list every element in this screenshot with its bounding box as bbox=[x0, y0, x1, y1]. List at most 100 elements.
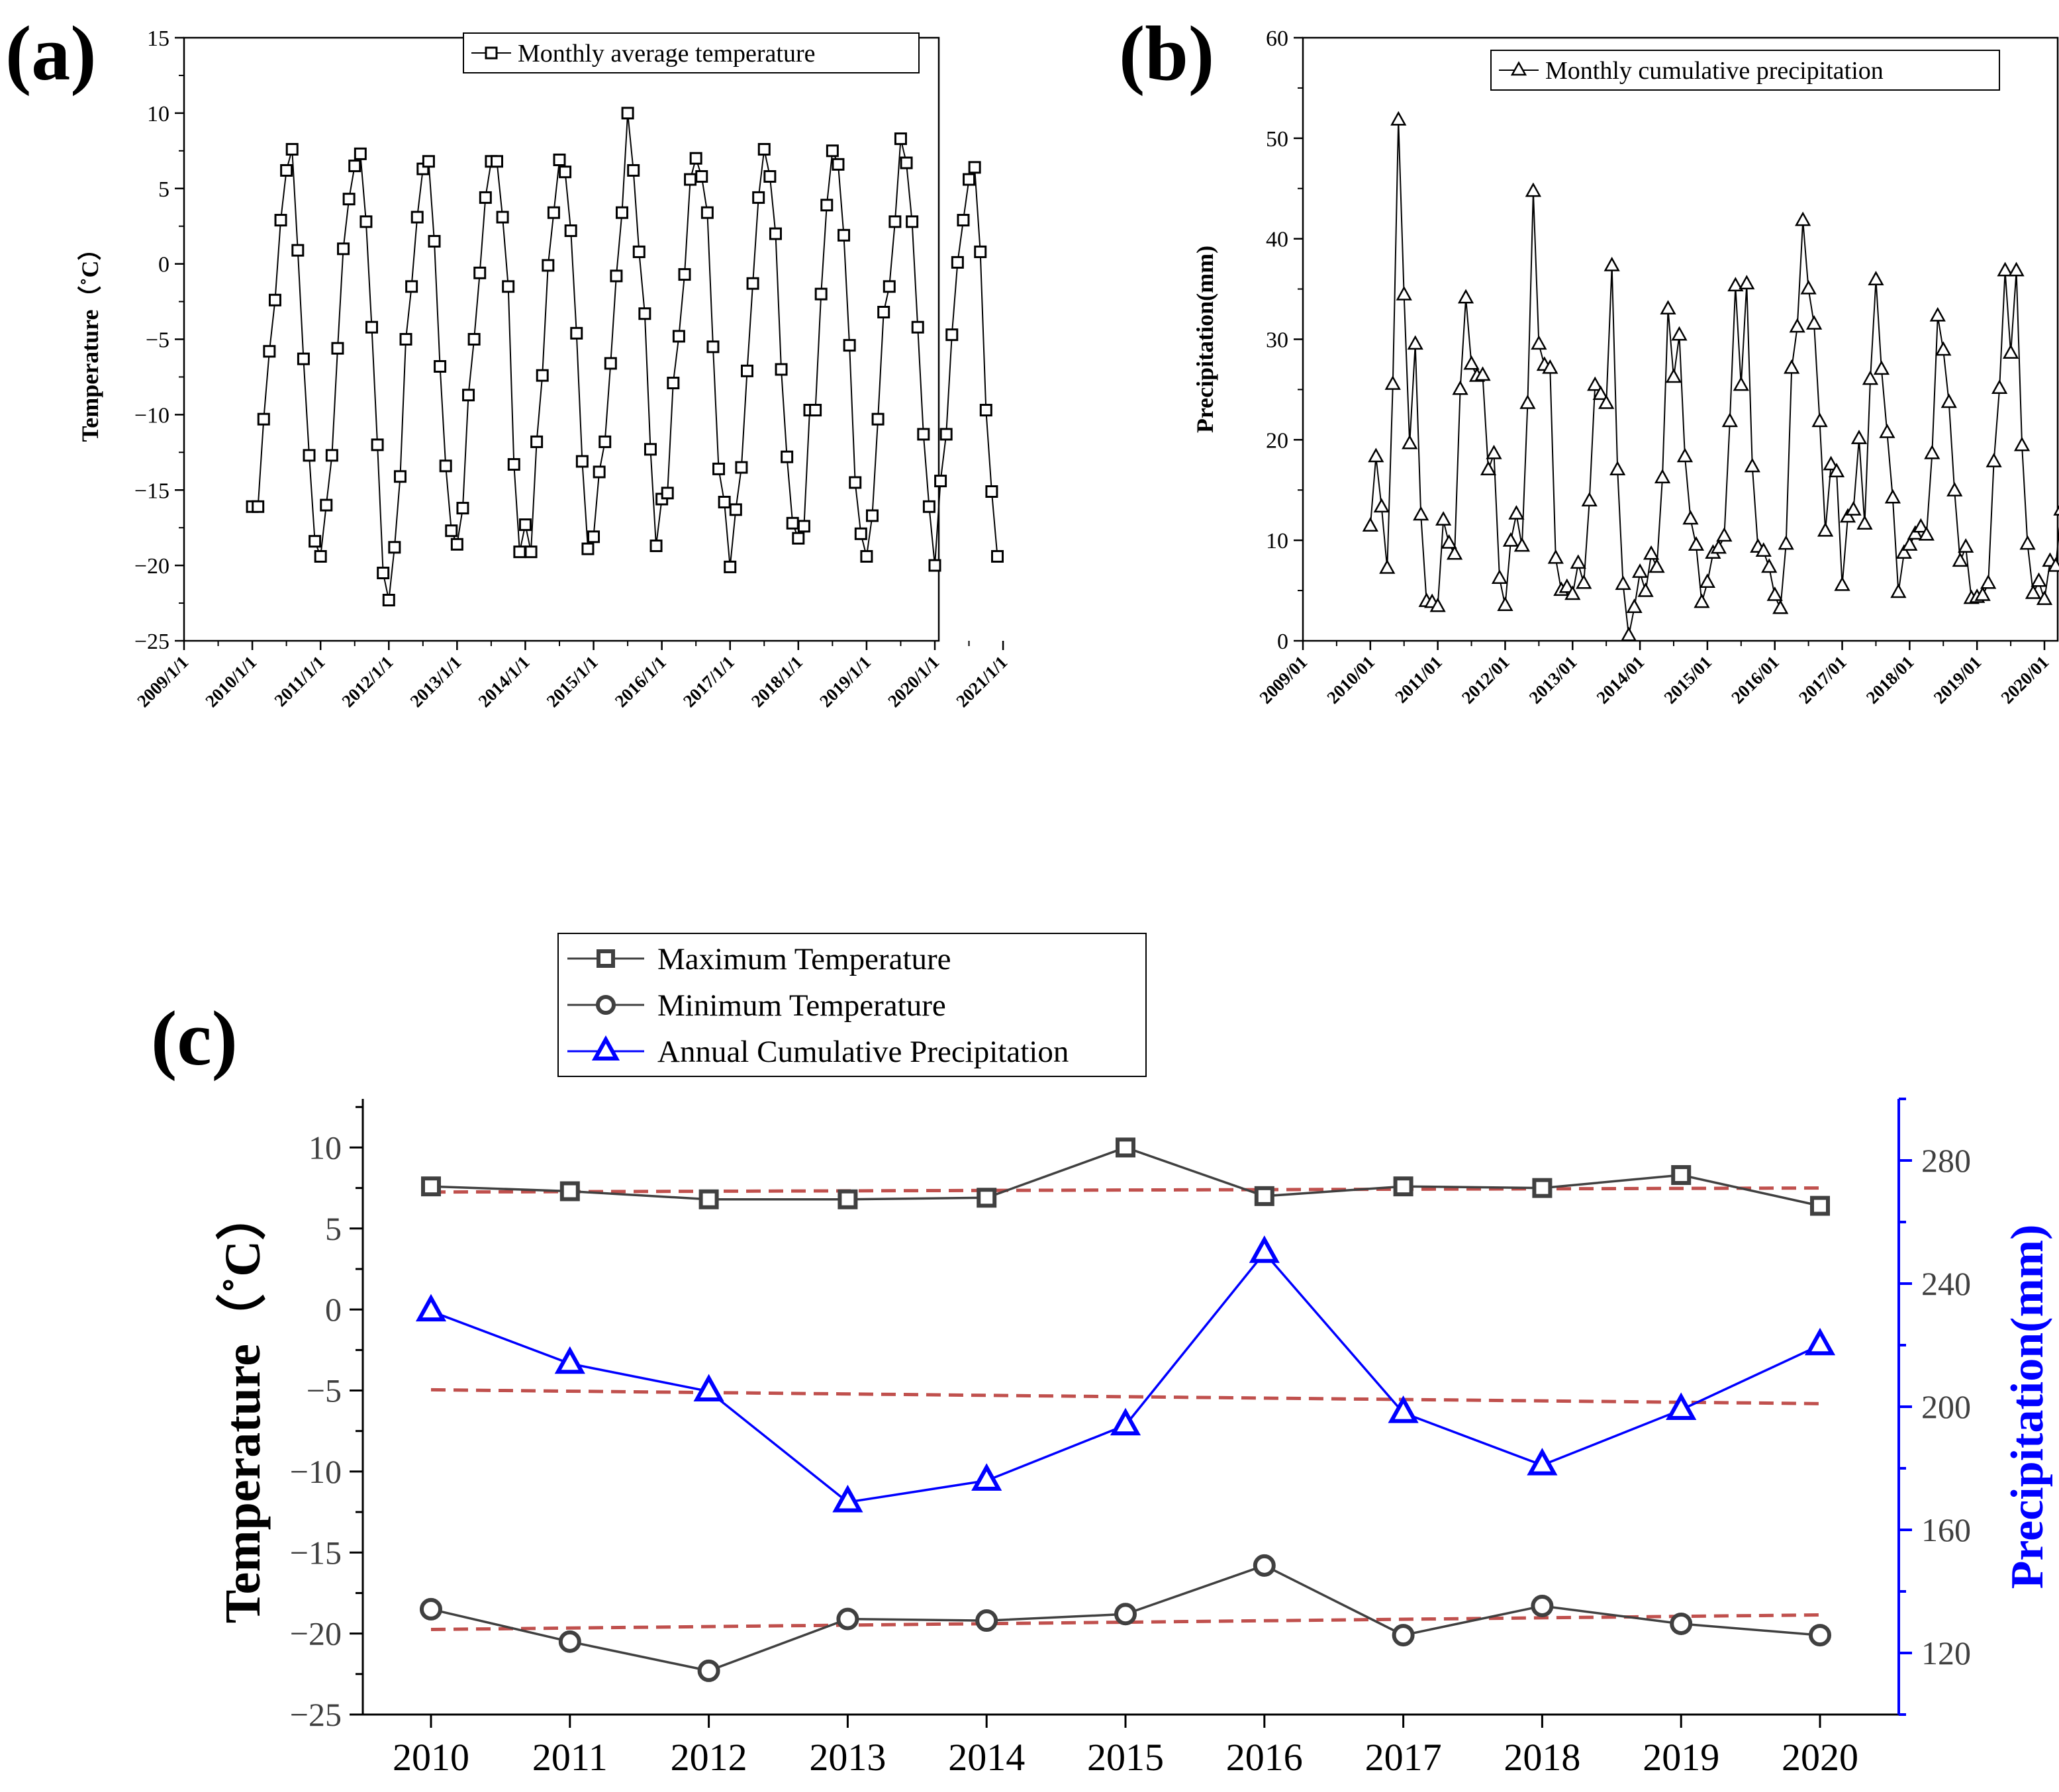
data-point bbox=[1525, 182, 1542, 197]
data-point bbox=[854, 527, 867, 540]
data-point bbox=[672, 330, 685, 343]
x-tick-label: 2014/1/1 bbox=[475, 652, 534, 711]
data-point bbox=[1952, 552, 1968, 567]
data-point bbox=[843, 339, 856, 352]
data-point bbox=[871, 412, 885, 426]
data-point bbox=[1441, 534, 1457, 549]
x-tick-label: 2011/01 bbox=[1391, 652, 1446, 707]
data-point bbox=[1649, 558, 1665, 573]
data-point bbox=[1879, 423, 1895, 438]
data-point bbox=[746, 277, 759, 290]
x-tick-label: 2012/1/1 bbox=[338, 652, 397, 711]
data-point bbox=[570, 326, 583, 340]
data-point bbox=[1587, 376, 1604, 391]
data-point bbox=[518, 518, 532, 532]
data-point bbox=[718, 495, 731, 508]
data-point bbox=[1924, 444, 1940, 459]
min-temp-point bbox=[1392, 1624, 1415, 1647]
data-point bbox=[1463, 355, 1480, 370]
x-tick-label: 2016 bbox=[1226, 1736, 1303, 1779]
data-point bbox=[382, 594, 395, 607]
data-point bbox=[667, 377, 680, 390]
data-point bbox=[1368, 448, 1384, 463]
data-point bbox=[2013, 436, 2031, 451]
precip-point bbox=[1666, 1392, 1697, 1420]
data-point bbox=[1615, 575, 1631, 590]
data-point bbox=[1918, 526, 1935, 541]
data-point bbox=[769, 227, 782, 240]
x-tick-label: 2020/1/1 bbox=[884, 652, 943, 711]
y-tick-label: 15 bbox=[147, 26, 169, 51]
precip-point bbox=[1249, 1235, 1280, 1263]
data-point bbox=[491, 155, 503, 168]
data-point bbox=[838, 228, 851, 242]
y-right-axis-label: Precipitation(mm) bbox=[2002, 1225, 2053, 1589]
data-point bbox=[252, 500, 265, 513]
data-point bbox=[280, 164, 293, 177]
data-point bbox=[587, 530, 600, 543]
data-point bbox=[1817, 522, 1834, 537]
data-point bbox=[1531, 335, 1547, 350]
legend-box bbox=[463, 32, 920, 73]
y-tick-label: 10 bbox=[1266, 529, 1288, 553]
data-point bbox=[1727, 277, 1744, 292]
data-point bbox=[473, 266, 487, 279]
data-point bbox=[593, 465, 606, 479]
y-left-tick-label: −20 bbox=[290, 1615, 342, 1652]
data-point bbox=[968, 161, 981, 174]
y-tick-label: 40 bbox=[1266, 228, 1288, 252]
data-point bbox=[689, 152, 702, 165]
data-point bbox=[809, 404, 822, 417]
min-temp-point bbox=[1531, 1595, 1554, 1618]
min-temp-point bbox=[975, 1609, 998, 1632]
data-point bbox=[1958, 538, 1974, 553]
data-point bbox=[285, 143, 299, 156]
data-point bbox=[1828, 463, 1845, 478]
y-tick-label: −10 bbox=[134, 403, 169, 428]
precip-point bbox=[415, 1294, 447, 1322]
data-point bbox=[1890, 583, 1907, 598]
data-point bbox=[1626, 598, 1643, 613]
data-point bbox=[991, 549, 1004, 563]
max-temp-point bbox=[1532, 1178, 1553, 1198]
data-point bbox=[2036, 590, 2053, 605]
data-point bbox=[1604, 256, 1620, 271]
precip-point bbox=[554, 1346, 585, 1374]
legend-marker-triangle bbox=[591, 1035, 620, 1061]
y-tick-label: −25 bbox=[134, 630, 169, 654]
data-point bbox=[1474, 366, 1491, 381]
data-point bbox=[1480, 461, 1497, 475]
precip-point bbox=[1110, 1407, 1141, 1436]
data-point bbox=[1519, 394, 1536, 409]
precip-point bbox=[1527, 1448, 1558, 1476]
data-point bbox=[467, 333, 481, 346]
data-point bbox=[1671, 326, 1688, 341]
y-axis-label: Precipitation(mm) bbox=[1192, 246, 1218, 433]
data-point bbox=[1694, 593, 1710, 608]
max-temp-point bbox=[559, 1181, 580, 1202]
data-point bbox=[268, 293, 281, 307]
data-point bbox=[820, 199, 834, 212]
precip-point bbox=[1388, 1395, 1419, 1423]
y-right-tick-label: 160 bbox=[1921, 1511, 1971, 1548]
max-temp-point bbox=[977, 1188, 997, 1208]
y-left-tick-label: −15 bbox=[290, 1534, 342, 1571]
data-point bbox=[1452, 380, 1468, 395]
data-point bbox=[599, 435, 612, 448]
data-point bbox=[1542, 359, 1558, 374]
data-point bbox=[724, 560, 737, 573]
min-temp-point bbox=[1670, 1612, 1693, 1635]
data-point bbox=[1396, 285, 1412, 301]
data-point bbox=[1772, 599, 1789, 614]
data-point bbox=[1784, 359, 1800, 374]
data-point bbox=[1631, 563, 1649, 578]
data-point bbox=[1486, 444, 1502, 459]
x-tick-label: 2015/1/1 bbox=[543, 652, 602, 711]
data-point bbox=[359, 215, 373, 228]
data-point bbox=[1778, 535, 1794, 550]
data-point bbox=[610, 269, 623, 283]
data-point bbox=[1502, 532, 1519, 547]
data-point bbox=[257, 412, 270, 426]
legend-marker-square bbox=[485, 46, 498, 60]
data-point bbox=[860, 549, 873, 563]
